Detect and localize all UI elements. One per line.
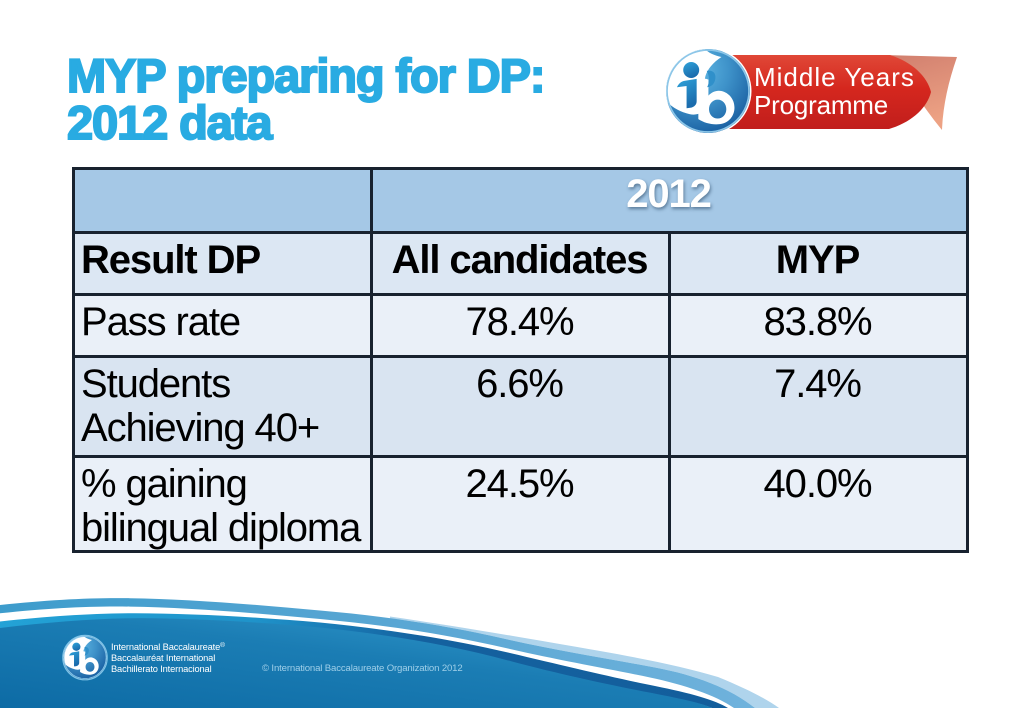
svg-text:Baccalauréat International: Baccalauréat International xyxy=(111,653,215,663)
svg-text:Programme: Programme xyxy=(754,90,888,120)
svg-text:Bachillerato Internacional: Bachillerato Internacional xyxy=(111,664,212,674)
svg-text:Middle Years: Middle Years xyxy=(754,62,915,92)
svg-text:International Baccalaureate®: International Baccalaureate® xyxy=(111,641,225,652)
svg-text:© International Baccalaureate: © International Baccalaureate Organizati… xyxy=(262,663,463,674)
